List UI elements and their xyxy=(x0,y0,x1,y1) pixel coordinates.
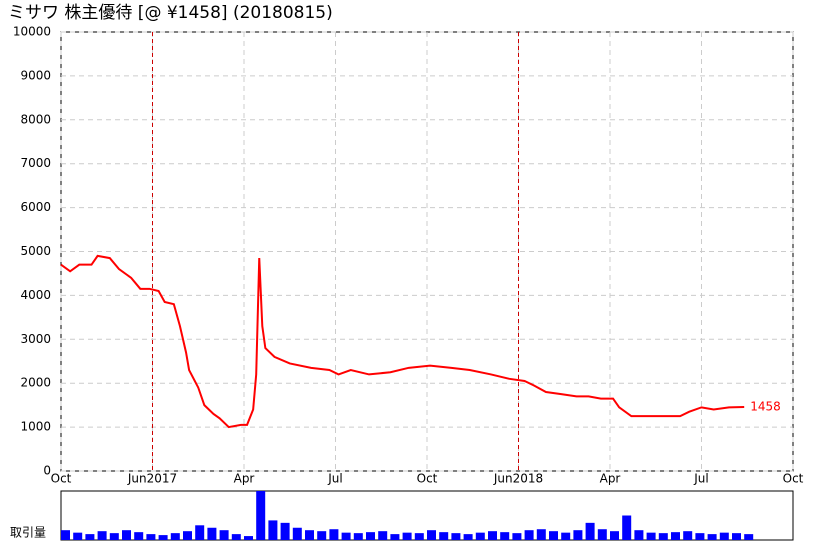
volume-bar xyxy=(97,531,107,540)
volume-bar xyxy=(658,533,668,540)
volume-bar xyxy=(524,530,534,540)
volume-bar xyxy=(219,530,229,540)
volume-bar xyxy=(414,533,424,540)
x-tick-label: Jul xyxy=(327,472,342,486)
volume-bar xyxy=(341,532,351,540)
y-tick-label: 7000 xyxy=(20,156,51,170)
volume-bar xyxy=(451,533,461,540)
x-tick-label: Oct xyxy=(417,472,438,486)
x-tick-label: Jun2018 xyxy=(493,472,543,486)
volume-bar xyxy=(683,531,693,540)
y-tick-label: 3000 xyxy=(20,332,51,346)
volume-bar xyxy=(73,532,83,540)
volume-bar xyxy=(109,533,119,540)
y-tick-label: 4000 xyxy=(20,288,51,302)
y-tick-label: 9000 xyxy=(20,68,51,82)
volume-bar xyxy=(61,530,70,540)
y-tick-label: 6000 xyxy=(20,200,51,214)
y-tick-label: 5000 xyxy=(20,244,51,258)
volume-bar xyxy=(585,522,595,540)
x-tick-label: Jul xyxy=(693,472,708,486)
volume-bar xyxy=(549,531,558,540)
volume-bar xyxy=(195,525,205,540)
volume-bar xyxy=(256,491,266,540)
volume-bar xyxy=(573,530,583,540)
volume-bar xyxy=(597,529,607,540)
volume-bar xyxy=(292,527,302,540)
x-tick-label: Apr xyxy=(600,472,621,486)
volume-bar xyxy=(744,534,754,540)
x-tick-label: Oct xyxy=(51,472,72,486)
volume-bar xyxy=(207,527,217,540)
x-tick-label: Oct xyxy=(783,472,804,486)
volume-bar xyxy=(719,532,729,540)
volume-label: 取引量 xyxy=(10,526,46,540)
volume-bar xyxy=(353,533,363,540)
volume-bar xyxy=(671,532,680,540)
volume-bar xyxy=(134,532,144,540)
volume-bar xyxy=(695,533,705,540)
volume-bar xyxy=(439,532,449,540)
volume-bar xyxy=(610,531,619,540)
volume-bar xyxy=(463,534,473,540)
volume-bar xyxy=(280,522,290,540)
volume-bar xyxy=(512,533,522,540)
volume-bar xyxy=(488,531,497,540)
volume-bar xyxy=(317,531,327,540)
volume-bar xyxy=(427,530,436,540)
volume-bar xyxy=(402,532,412,540)
volume-bar xyxy=(231,534,241,540)
volume-bar xyxy=(122,530,131,540)
y-tick-label: 2000 xyxy=(20,376,51,390)
chart-title: ミサワ 株主優待 [@ ¥1458] (20180815) xyxy=(8,3,333,23)
volume-bar xyxy=(305,530,314,540)
y-tick-label: 1000 xyxy=(20,420,51,434)
volume-bar xyxy=(390,534,400,540)
x-tick-label: Jun2017 xyxy=(127,472,177,486)
volume-bar xyxy=(475,532,485,540)
volume-bar xyxy=(183,531,192,540)
volume-bar xyxy=(634,530,644,540)
volume-bar xyxy=(561,532,571,540)
y-tick-label: 10000 xyxy=(13,25,51,39)
volume-bar xyxy=(146,534,156,540)
volume-bar xyxy=(536,529,546,540)
y-tick-label: 0 xyxy=(43,464,51,478)
volume-bar xyxy=(378,531,388,540)
volume-bar xyxy=(329,529,339,540)
volume-bar xyxy=(622,515,632,540)
volume-bar xyxy=(500,532,510,540)
volume-bar xyxy=(244,536,253,540)
volume-bar xyxy=(646,532,656,540)
price-line xyxy=(60,254,745,429)
last-price-label: 1458 xyxy=(750,399,781,413)
volume-bar xyxy=(170,533,180,540)
y-tick-label: 8000 xyxy=(20,112,51,126)
volume-bar xyxy=(707,534,717,540)
x-tick-label: Apr xyxy=(234,472,255,486)
volume-bar xyxy=(268,520,278,540)
volume-bar xyxy=(366,532,375,540)
volume-bar xyxy=(158,535,168,540)
volume-bar xyxy=(732,533,741,540)
volume-bar xyxy=(85,534,95,540)
